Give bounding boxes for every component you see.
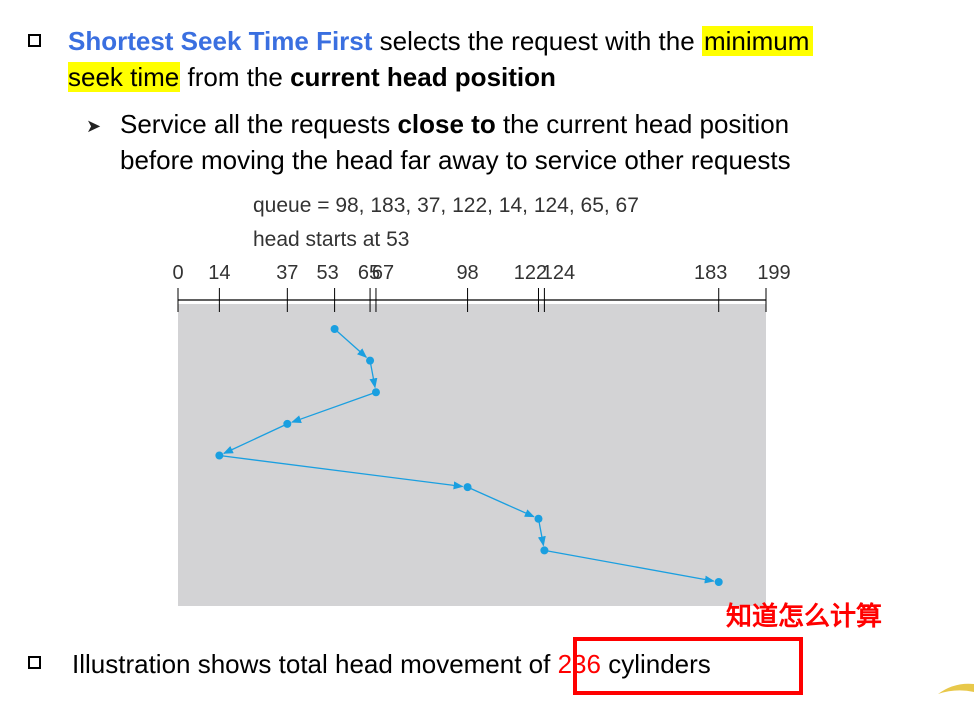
tick-label: 65 xyxy=(358,262,380,284)
bullet2-line: Illustration shows total head movement o… xyxy=(72,647,711,681)
seek-segment xyxy=(222,423,288,454)
bullet-square-icon xyxy=(28,34,41,47)
bullet1-line1: Shortest Seek Time First selects the req… xyxy=(68,24,814,58)
seek-segment xyxy=(544,549,715,584)
tick-label: 37 xyxy=(276,262,298,284)
bullet1-line2: seek time from the current head position xyxy=(68,60,556,94)
bullet1-bold: current head position xyxy=(290,62,556,92)
bullet2-text1: Illustration shows total head movement o… xyxy=(72,649,558,679)
bullet1-text2: from the xyxy=(180,62,291,92)
seek-segment xyxy=(334,328,368,358)
request-point xyxy=(714,578,723,586)
seek-segment xyxy=(369,360,378,389)
sub-text2: the current head position xyxy=(495,109,790,139)
bullet-square-icon xyxy=(28,656,41,669)
sstf-term: Shortest Seek Time First xyxy=(68,26,373,56)
seek-segment xyxy=(291,391,377,423)
corner-decoration-icon xyxy=(938,683,974,694)
request-point xyxy=(463,483,472,492)
tick-label: 98 xyxy=(456,262,478,284)
seek-segment xyxy=(537,518,546,547)
request-point xyxy=(330,325,339,333)
head-start-label: head starts at 53 xyxy=(253,228,410,251)
request-point xyxy=(366,356,375,365)
tick-label: 183 xyxy=(694,262,727,284)
plot-background xyxy=(178,304,766,606)
sub-bullet-line2: before moving the head far away to servi… xyxy=(120,145,791,175)
highlight-minimum: minimum xyxy=(701,26,814,56)
total-movement-value: 236 xyxy=(557,649,601,679)
sub-text1: Service all the requests xyxy=(120,109,398,139)
tick-label: 14 xyxy=(208,262,230,284)
bullet1-text1: selects the request with the xyxy=(372,26,702,56)
request-point xyxy=(215,451,224,460)
seek-segment xyxy=(467,486,535,518)
tick-label: 0 xyxy=(172,262,183,284)
request-point xyxy=(534,514,543,523)
handwritten-note: 知道怎么计算 xyxy=(726,601,883,631)
tick-label: 199 xyxy=(757,262,790,284)
tick-label: 53 xyxy=(316,262,338,284)
request-point xyxy=(540,546,549,555)
tick-label: 124 xyxy=(542,262,575,284)
bullet2-text2: cylinders xyxy=(600,649,711,679)
head-path xyxy=(215,325,723,586)
sub-bullet-line1: Service all the requests close to the cu… xyxy=(120,107,789,141)
seek-segment xyxy=(219,454,464,490)
sub-bold: close to xyxy=(397,109,496,139)
request-point xyxy=(371,388,380,397)
arrow-bullet-icon: ➤ xyxy=(86,116,102,136)
tick-label: 67 xyxy=(372,262,394,284)
highlight-box xyxy=(573,637,803,695)
queue-label: queue = 98, 183, 37, 122, 14, 124, 65, 6… xyxy=(253,194,639,217)
tick-label: 122 xyxy=(514,262,547,284)
request-point xyxy=(283,419,292,428)
highlight-seek-time: seek time xyxy=(68,62,181,92)
